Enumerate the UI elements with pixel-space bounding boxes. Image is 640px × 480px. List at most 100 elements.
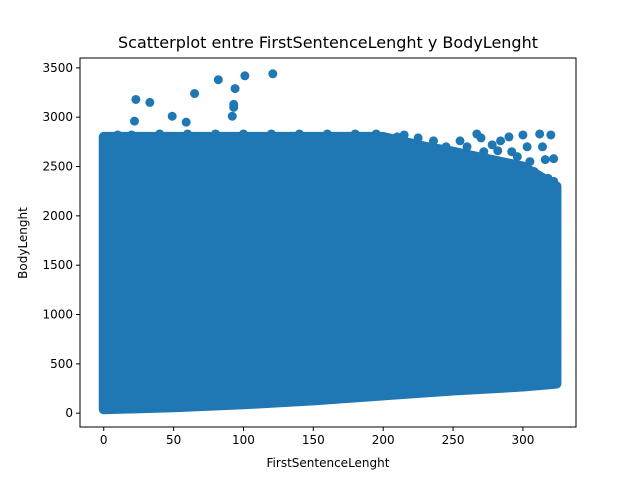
scatter-point xyxy=(399,130,409,140)
scatter-point xyxy=(504,132,514,142)
scatter-point xyxy=(551,260,561,270)
x-tick-label: 0 xyxy=(100,433,108,447)
scatter-point xyxy=(294,129,304,139)
y-tick-label: 0 xyxy=(65,406,73,420)
scatter-point xyxy=(230,84,240,94)
scatter-point xyxy=(501,162,511,172)
scatter-point xyxy=(540,155,550,165)
scatter-point xyxy=(476,133,486,143)
scatter-point xyxy=(549,176,559,186)
y-axis-ticks: 0 500 1000 1500 2000 2500 3000 3500 xyxy=(42,61,80,420)
scatter-point xyxy=(229,99,239,109)
scatter-point xyxy=(106,132,116,142)
y-tick-label: 3500 xyxy=(42,61,73,75)
scatter-point xyxy=(551,374,561,384)
scatter-point xyxy=(181,117,191,127)
scatter-point xyxy=(551,300,561,310)
scatter-point xyxy=(155,129,165,139)
scatter-point xyxy=(551,359,561,369)
scatter-point xyxy=(413,133,423,143)
scatter-point xyxy=(190,89,200,99)
scatter-points xyxy=(99,69,561,384)
scatter-point xyxy=(99,181,109,191)
y-tick-label: 1500 xyxy=(42,258,73,272)
y-tick-label: 3000 xyxy=(42,110,73,124)
scatter-point xyxy=(490,176,500,186)
scatter-point xyxy=(227,111,237,121)
x-tick-label: 250 xyxy=(442,433,465,447)
scatter-point xyxy=(167,111,177,121)
scatter-point xyxy=(462,142,472,152)
y-tick-label: 500 xyxy=(50,357,73,371)
scatter-point xyxy=(441,142,451,152)
scatter-point xyxy=(487,140,497,150)
scatter-point xyxy=(529,166,539,176)
scatter-point xyxy=(551,339,561,349)
scatter-point xyxy=(512,152,522,162)
scatter-point xyxy=(498,201,508,211)
dense-point-cloud xyxy=(98,131,562,415)
scatter-point xyxy=(466,152,476,162)
scatter-point xyxy=(99,162,109,172)
scatter-point xyxy=(99,201,109,211)
scatter-point xyxy=(350,129,360,139)
scatter-point xyxy=(99,147,109,157)
y-tick-label: 1000 xyxy=(42,308,73,322)
scatter-point xyxy=(455,181,465,191)
scatter-point xyxy=(451,153,461,163)
axes-frame xyxy=(79,57,577,428)
scatter-point xyxy=(371,129,381,139)
scatter-point xyxy=(507,236,517,246)
x-tick-label: 200 xyxy=(372,433,395,447)
plot-area xyxy=(98,69,562,415)
scatter-point xyxy=(551,280,561,290)
x-tick-label: 50 xyxy=(166,433,181,447)
x-tick-label: 150 xyxy=(302,433,325,447)
scatter-point xyxy=(211,129,221,139)
scatter-point xyxy=(473,226,483,236)
x-axis-ticks: 0 50 100 150 200 250 300 xyxy=(100,427,534,447)
scatter-point xyxy=(549,154,559,164)
scatter-point xyxy=(487,216,497,226)
dense-point-region xyxy=(98,131,562,415)
scatter-point xyxy=(551,221,561,231)
scatter-point xyxy=(434,171,444,181)
scatter-point xyxy=(183,129,193,139)
scatter-point xyxy=(497,231,507,241)
scatter-point xyxy=(322,129,332,139)
x-tick-label: 100 xyxy=(232,433,255,447)
scatter-point xyxy=(455,136,465,146)
scatter-point xyxy=(238,129,248,139)
scatter-point xyxy=(465,166,475,176)
scatter-point xyxy=(518,130,528,140)
scatter-point xyxy=(213,75,223,85)
scatter-point xyxy=(518,206,528,216)
scatter-point xyxy=(535,231,545,241)
scatter-point xyxy=(543,191,553,201)
scatter-point xyxy=(131,94,141,104)
scatter-point xyxy=(525,157,535,167)
scatter-point xyxy=(266,129,276,139)
scatter-point xyxy=(113,130,123,140)
scatter-point xyxy=(129,116,139,126)
scatter-point xyxy=(535,129,545,139)
scatter-point xyxy=(127,130,137,140)
scatter-point xyxy=(479,147,489,157)
scatter-point xyxy=(551,240,561,250)
scatter-point xyxy=(145,97,155,107)
x-axis-label: FirstSentenceLenght xyxy=(267,456,390,470)
scatter-point xyxy=(459,221,469,231)
y-axis-label: BodyLenght xyxy=(16,207,30,279)
scatter-point xyxy=(493,146,503,156)
chart-title: Scatterplot entre FirstSentenceLenght y … xyxy=(118,33,538,52)
scatter-point xyxy=(511,186,521,196)
scatter-point xyxy=(551,319,561,329)
scatter-point xyxy=(525,181,535,191)
scatter-point xyxy=(240,71,250,81)
scatter-point xyxy=(521,226,531,236)
x-tick-label: 300 xyxy=(511,433,534,447)
scatter-point xyxy=(428,136,438,146)
scatter-point xyxy=(539,216,549,226)
scatter-point xyxy=(434,147,444,157)
